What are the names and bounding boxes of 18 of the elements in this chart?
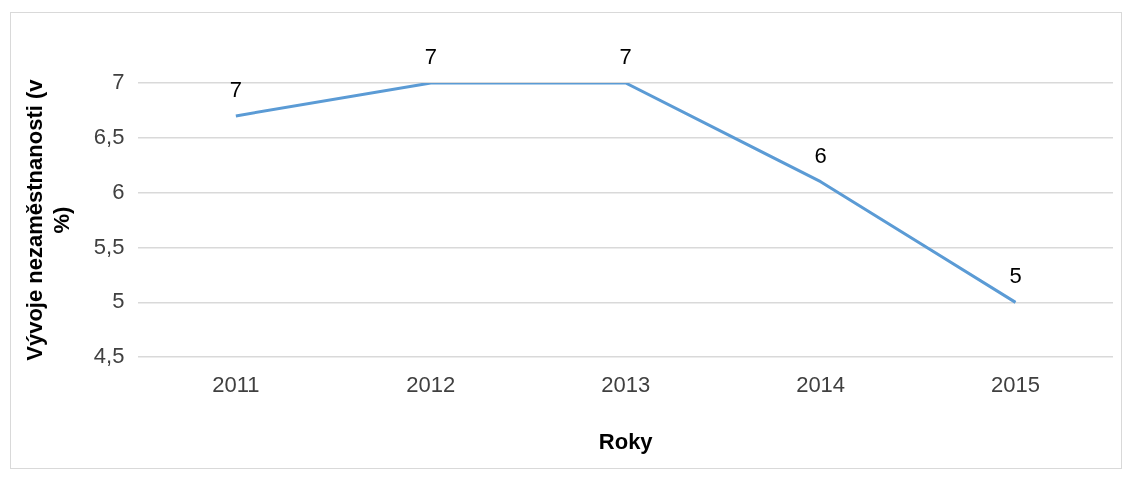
y-tick-label: 5,5 (93, 233, 125, 259)
y-tick-label: 7 (112, 69, 125, 95)
y-axis-title: Vývoje nezaměstnanosti (v %) (22, 78, 74, 361)
x-tick-label: 2015 (991, 372, 1041, 398)
data-label: 6 (814, 142, 827, 168)
data-label: 7 (229, 76, 242, 102)
y-tick-label: 6,5 (93, 123, 125, 149)
x-tick-label: 2014 (796, 372, 846, 398)
x-tick-label: 2012 (406, 372, 456, 398)
data-label: 5 (1009, 263, 1022, 289)
x-tick-label: 2013 (601, 372, 651, 398)
data-label: 7 (424, 44, 437, 70)
y-tick-label: 4,5 (93, 343, 125, 369)
y-tick-label: 6 (112, 178, 125, 204)
data-label: 7 (619, 44, 632, 70)
x-axis-title: Roky (598, 428, 654, 454)
y-tick-label: 5 (112, 288, 125, 314)
x-tick-label: 2011 (212, 372, 260, 398)
